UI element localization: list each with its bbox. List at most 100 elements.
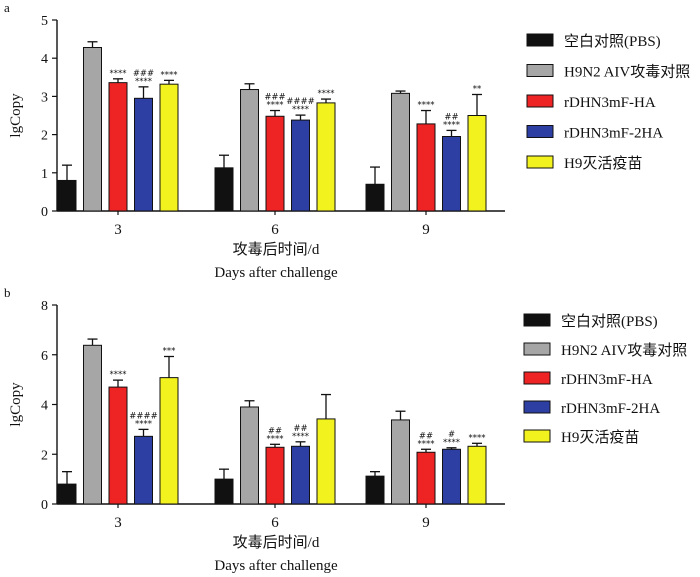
bar	[291, 445, 310, 505]
significance-label: ***	[163, 346, 176, 356]
y-tick-label: 8	[41, 299, 48, 314]
bar	[214, 167, 234, 212]
bar	[159, 83, 179, 212]
y-tick-label: 2	[41, 448, 48, 463]
legend-entry: rDHN3mF-2HA	[561, 401, 660, 417]
bar	[240, 89, 259, 212]
significance-label: ****	[110, 370, 127, 380]
bar	[265, 115, 285, 212]
y-tick-label: 4	[41, 399, 48, 414]
legend-swatch	[526, 125, 554, 138]
legend-entry: rDHN3mF-2HA	[564, 126, 663, 142]
significance-label: ##	[444, 112, 458, 122]
bar	[240, 406, 259, 505]
x-axis-label-english: Days after challenge	[214, 265, 338, 281]
significance-label: ****	[267, 101, 284, 111]
legend-swatch	[526, 94, 554, 108]
bar	[108, 386, 128, 505]
legend-swatch	[526, 155, 554, 169]
bar	[442, 136, 461, 212]
legend-swatch	[523, 400, 551, 414]
bar	[291, 119, 310, 212]
legend-swatch	[523, 429, 551, 443]
legend-entry: rDHN3mF-HA	[561, 372, 653, 388]
bar	[467, 445, 487, 505]
y-tick-label: 3	[41, 90, 48, 105]
legend-swatch	[526, 33, 554, 47]
x-tick-label: 6	[271, 222, 279, 238]
x-tick-label: 9	[422, 222, 430, 238]
significance-label: **	[473, 84, 482, 94]
y-tick-label: 0	[41, 205, 48, 220]
significance-label: ##	[268, 426, 282, 436]
y-tick-label: 5	[41, 14, 48, 29]
bar	[391, 419, 410, 505]
legend-entry: H9灭活疫苗	[561, 429, 639, 446]
bar	[83, 47, 102, 212]
x-tick-label: 9	[422, 515, 430, 531]
significance-label: ****	[469, 433, 486, 443]
significance-label: ****	[418, 101, 435, 111]
legend-swatch	[523, 371, 551, 385]
significance-label: ##	[419, 431, 433, 441]
legend-entry: H9N2 AIV攻毒对照	[561, 342, 687, 359]
y-tick-label: 4	[41, 52, 48, 67]
significance-label: ****	[110, 69, 127, 79]
bar	[416, 451, 436, 505]
y-axis-label: lgCopy	[8, 93, 24, 138]
y-tick-label: 1	[41, 167, 48, 182]
legend-swatch	[523, 313, 551, 327]
legend-swatch	[523, 342, 551, 356]
panel-b-chart: b02468lgCopy3********####***6****##****#…	[4, 285, 687, 574]
bar	[57, 179, 77, 212]
y-tick-label: 0	[41, 498, 48, 513]
bar	[365, 183, 385, 212]
bar	[316, 102, 336, 212]
y-axis-label: lgCopy	[8, 382, 24, 427]
legend-entry: 空白对照(PBS)	[564, 33, 661, 50]
bar	[316, 418, 336, 505]
x-axis-label-english: Days after challenge	[214, 558, 338, 574]
significance-label: ****	[418, 439, 435, 449]
x-axis-label: 攻毒后时间/d	[233, 241, 320, 258]
significance-label: ****	[135, 419, 152, 429]
legend-entry: H9N2 AIV攻毒对照	[564, 64, 690, 81]
bar	[442, 448, 461, 505]
significance-label: ###	[264, 93, 285, 103]
bar	[416, 123, 436, 212]
significance-label: ****	[318, 89, 335, 99]
bar	[134, 435, 153, 505]
bar	[57, 483, 77, 505]
bar	[365, 475, 385, 505]
legend-entry: H9灭活疫苗	[564, 155, 642, 172]
significance-label: ****	[161, 70, 178, 80]
bar	[83, 344, 102, 505]
panel-label: a	[4, 0, 10, 15]
x-tick-label: 3	[114, 222, 122, 238]
significance-label: ####	[129, 411, 158, 421]
y-tick-label: 6	[41, 349, 48, 364]
x-axis-label: 攻毒后时间/d	[233, 534, 320, 551]
significance-label: ****	[135, 77, 152, 87]
significance-label: ####	[286, 97, 315, 107]
significance-label: ###	[133, 69, 154, 79]
bar	[265, 446, 285, 505]
x-tick-label: 3	[114, 515, 122, 531]
panel-label: b	[4, 285, 11, 300]
significance-label: #	[448, 430, 455, 440]
significance-label: ****	[443, 438, 460, 448]
bar	[214, 478, 234, 505]
significance-label: ****	[292, 105, 309, 115]
bar	[108, 82, 128, 212]
significance-label: ##	[293, 424, 307, 434]
bar	[134, 97, 153, 212]
legend-swatch	[526, 64, 554, 77]
significance-label: ****	[292, 432, 309, 442]
bar	[159, 377, 179, 505]
legend-entry: 空白对照(PBS)	[561, 313, 658, 330]
significance-label: ****	[443, 120, 460, 130]
bar	[391, 92, 410, 212]
legend-entry: rDHN3mF-HA	[564, 95, 656, 111]
x-tick-label: 6	[271, 515, 279, 531]
